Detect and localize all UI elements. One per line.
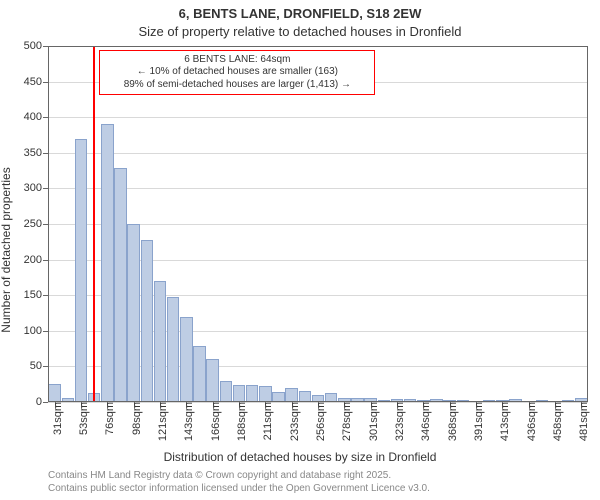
ytick-label: 500 bbox=[24, 40, 48, 52]
histogram-bar bbox=[141, 240, 154, 402]
chart-container: 6, BENTS LANE, DRONFIELD, S18 2EW Size o… bbox=[0, 0, 600, 500]
y-axis-label: Number of detached properties bbox=[0, 167, 13, 332]
histogram-bar bbox=[246, 385, 259, 402]
ytick-label: 300 bbox=[24, 182, 48, 194]
ytick-label: 350 bbox=[24, 147, 48, 159]
xtick-label: 31sqm bbox=[46, 402, 64, 435]
xtick-label: 481sqm bbox=[572, 402, 590, 441]
histogram-bar bbox=[48, 384, 61, 403]
xtick-label: 391sqm bbox=[467, 402, 485, 441]
xtick-label: 211sqm bbox=[256, 402, 274, 440]
footer-line-1: Contains HM Land Registry data © Crown c… bbox=[48, 470, 391, 481]
histogram-bar bbox=[299, 391, 312, 402]
footer-line-2: Contains public sector information licen… bbox=[48, 483, 430, 494]
annotation-line: ← 10% of detached houses are smaller (16… bbox=[106, 66, 368, 79]
ytick-label: 450 bbox=[24, 76, 48, 88]
ytick-label: 250 bbox=[24, 218, 48, 230]
xtick-label: 436sqm bbox=[520, 402, 538, 441]
xtick-label: 98sqm bbox=[125, 402, 143, 435]
histogram-bar bbox=[259, 386, 272, 402]
gridline bbox=[48, 153, 588, 154]
histogram-bar bbox=[206, 359, 219, 402]
histogram-bar bbox=[220, 381, 233, 402]
histogram-bar bbox=[75, 139, 88, 402]
chart-subtitle: Size of property relative to detached ho… bbox=[0, 24, 600, 39]
ytick-label: 400 bbox=[24, 111, 48, 123]
annotation-line: 6 BENTS LANE: 64sqm bbox=[106, 54, 368, 67]
chart-title: 6, BENTS LANE, DRONFIELD, S18 2EW bbox=[0, 6, 600, 21]
xtick-label: 323sqm bbox=[388, 402, 406, 441]
gridline bbox=[48, 117, 588, 118]
reference-line bbox=[93, 46, 95, 402]
xtick-label: 188sqm bbox=[230, 402, 248, 441]
ytick-label: 50 bbox=[30, 360, 48, 372]
ytick-label: 100 bbox=[24, 325, 48, 337]
xtick-label: 413sqm bbox=[493, 402, 511, 441]
xtick-label: 458sqm bbox=[546, 402, 564, 441]
xtick-label: 121sqm bbox=[151, 402, 169, 441]
histogram-bar bbox=[325, 393, 338, 402]
histogram-bar bbox=[127, 224, 140, 402]
xtick-label: 301sqm bbox=[362, 402, 380, 441]
histogram-bar bbox=[233, 385, 246, 402]
histogram-bar bbox=[101, 124, 114, 402]
gridline bbox=[48, 188, 588, 189]
xtick-label: 143sqm bbox=[177, 402, 195, 441]
xtick-label: 76sqm bbox=[98, 402, 116, 435]
xtick-label: 278sqm bbox=[335, 402, 353, 441]
histogram-bar bbox=[154, 281, 167, 402]
histogram-bar bbox=[312, 395, 325, 402]
histogram-bar bbox=[193, 346, 206, 402]
annotation-line: 89% of semi-detached houses are larger (… bbox=[106, 79, 368, 92]
xtick-label: 256sqm bbox=[309, 402, 327, 441]
xtick-label: 166sqm bbox=[204, 402, 222, 441]
plot-area: 05010015020025030035040045050031sqm53sqm… bbox=[48, 46, 588, 402]
annotation-box: 6 BENTS LANE: 64sqm← 10% of detached hou… bbox=[99, 50, 375, 96]
xtick-label: 346sqm bbox=[414, 402, 432, 441]
ytick-label: 200 bbox=[24, 254, 48, 266]
x-axis-label: Distribution of detached houses by size … bbox=[0, 450, 600, 464]
histogram-bar bbox=[285, 388, 298, 402]
gridline bbox=[48, 46, 588, 47]
xtick-label: 233sqm bbox=[283, 402, 301, 441]
histogram-bar bbox=[114, 168, 127, 402]
histogram-bar bbox=[180, 317, 193, 402]
histogram-bar bbox=[272, 392, 285, 402]
ytick-label: 150 bbox=[24, 289, 48, 301]
histogram-bar bbox=[167, 297, 180, 402]
xtick-label: 53sqm bbox=[72, 402, 90, 435]
xtick-label: 368sqm bbox=[441, 402, 459, 441]
